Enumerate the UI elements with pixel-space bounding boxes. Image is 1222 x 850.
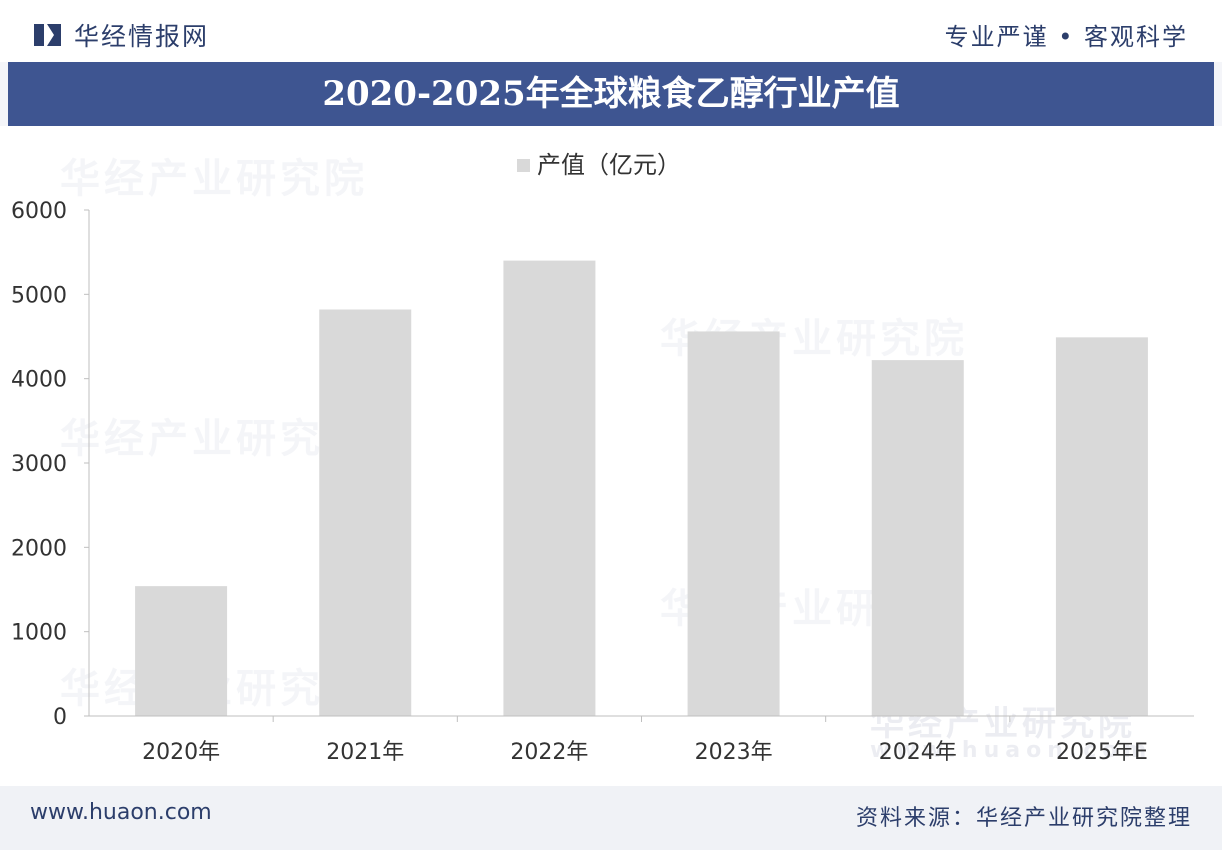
slogan: 专业严谨 • 客观科学 xyxy=(944,23,1188,51)
y-tick-label: 6000 xyxy=(11,199,67,224)
bar xyxy=(1055,337,1148,716)
watermark: 华经产业研究院 xyxy=(60,156,368,202)
bar xyxy=(319,309,412,716)
footer-source: 资料来源：华经产业研究院整理 xyxy=(855,806,1192,831)
x-tick-label: 2025年E xyxy=(1056,740,1148,765)
x-tick-label: 2022年 xyxy=(510,740,588,765)
x-tick-label: 2021年 xyxy=(326,740,404,765)
footer-site: www.huaon.com xyxy=(30,800,212,825)
watermark-url: www.huaon.com xyxy=(870,738,1153,763)
brand-name: 华经情报网 xyxy=(74,22,210,51)
x-axis: 2020年 2021年 2022年 2023年 2024年 2025年E xyxy=(89,715,1194,765)
footer xyxy=(0,786,1222,850)
legend-label: 产值（亿元） xyxy=(537,151,681,179)
legend: 产值（亿元） xyxy=(517,151,681,179)
watermark: 华经产业研究院 xyxy=(60,416,368,462)
y-tick-label: 0 xyxy=(53,705,67,730)
bar xyxy=(871,360,964,716)
header: 华经情报网 专业严谨 • 客观科学 xyxy=(0,0,1222,62)
x-tick-label: 2023年 xyxy=(695,740,773,765)
legend-swatch xyxy=(517,159,530,172)
y-tick-label: 4000 xyxy=(11,368,67,393)
chart-title: 2020-2025年全球粮食乙醇行业产值 xyxy=(322,74,900,114)
brand-logo-icon xyxy=(34,24,61,46)
x-tick-label: 2024年 xyxy=(879,740,957,765)
title-bar: 2020-2025年全球粮食乙醇行业产值 xyxy=(8,62,1214,126)
bar xyxy=(687,331,780,716)
bar xyxy=(135,586,228,716)
y-tick-label: 5000 xyxy=(11,283,67,308)
bars xyxy=(135,260,1148,716)
y-axis: 0 1000 2000 3000 4000 5000 6000 xyxy=(11,199,90,730)
x-tick-label: 2020年 xyxy=(142,740,220,765)
y-tick-label: 1000 xyxy=(11,621,67,646)
y-tick-label: 2000 xyxy=(11,536,67,561)
bar xyxy=(503,260,596,716)
y-tick-label: 3000 xyxy=(11,452,67,477)
